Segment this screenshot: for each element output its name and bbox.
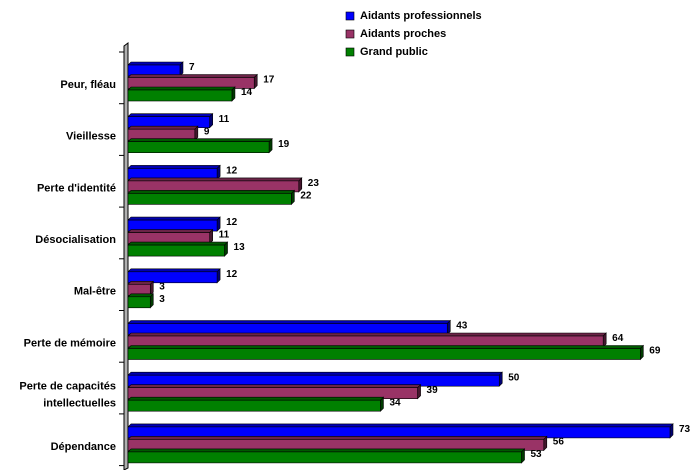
category-label: Perte de capacités — [19, 381, 116, 393]
category-label: Peur, fléau — [60, 79, 116, 91]
value-label: 56 — [553, 437, 565, 448]
category-label: Perte d'identité — [37, 182, 116, 194]
value-label: 12 — [226, 269, 238, 280]
value-label: 17 — [263, 75, 275, 86]
bar — [127, 371, 503, 387]
bar — [127, 228, 214, 245]
bar — [127, 293, 154, 309]
value-label: 69 — [649, 346, 661, 357]
bar — [127, 137, 273, 154]
value-label: 9 — [204, 126, 210, 137]
bar — [127, 86, 236, 102]
bar — [127, 423, 674, 439]
value-label: 23 — [308, 178, 320, 189]
value-label: 11 — [219, 114, 230, 125]
bar — [127, 448, 526, 464]
legend-label: Grand public — [360, 46, 428, 58]
category-axis — [119, 42, 129, 470]
axis-wall — [123, 42, 129, 470]
bar — [127, 189, 296, 206]
bar — [127, 344, 645, 361]
bar — [127, 164, 221, 181]
value-label: 50 — [508, 372, 520, 383]
value-label: 19 — [278, 139, 290, 150]
bars — [127, 61, 674, 464]
legend-label: Aidants professionnels — [360, 10, 482, 22]
bar — [127, 383, 422, 400]
category-label: Vieillesse — [66, 131, 116, 143]
value-label: 12 — [226, 217, 238, 228]
category-label: Désocialisation — [35, 234, 116, 246]
bar — [127, 241, 229, 257]
bar — [127, 112, 214, 129]
value-label: 3 — [159, 281, 165, 292]
legend-swatch — [345, 11, 355, 21]
value-label: 34 — [389, 397, 401, 408]
bar — [127, 332, 607, 348]
value-label: 64 — [612, 333, 624, 344]
value-label: 3 — [159, 294, 165, 305]
legend-swatch — [345, 47, 355, 57]
bar — [127, 125, 199, 141]
bar — [127, 268, 221, 284]
bar — [127, 177, 303, 193]
category-label: Dépendance — [51, 441, 116, 453]
legend: Aidants professionnels Aidants proches Gra… — [345, 10, 482, 58]
category-labels: Peur, fléau Vieillesse Perte d'identité Dés… — [19, 79, 116, 453]
legend-swatch — [345, 29, 355, 39]
bar — [127, 61, 184, 77]
bar — [127, 216, 221, 232]
category-label: intellectuelles — [43, 398, 116, 410]
value-label: 43 — [456, 321, 468, 332]
category-label: Mal-être — [74, 286, 116, 298]
category-label: Perte de mémoire — [24, 337, 116, 349]
value-label: 53 — [531, 449, 543, 460]
value-label: 11 — [219, 230, 230, 241]
bar — [127, 319, 451, 336]
bar — [127, 396, 385, 412]
value-label: 39 — [427, 385, 439, 396]
value-label: 13 — [234, 242, 246, 253]
legend-label: Aidants proches — [360, 28, 446, 40]
value-label: 73 — [679, 424, 691, 435]
value-label: 7 — [189, 62, 195, 73]
bar — [127, 435, 548, 452]
bar — [127, 73, 258, 90]
bar — [127, 280, 154, 297]
value-label: 12 — [226, 166, 238, 177]
value-label: 22 — [300, 191, 312, 202]
value-label: 14 — [241, 87, 253, 98]
value-labels: 7 11 12 12 12 43 50 73 17 9 23 11 3 64 39 56 14 19 22 13 3 69… — [159, 62, 690, 460]
